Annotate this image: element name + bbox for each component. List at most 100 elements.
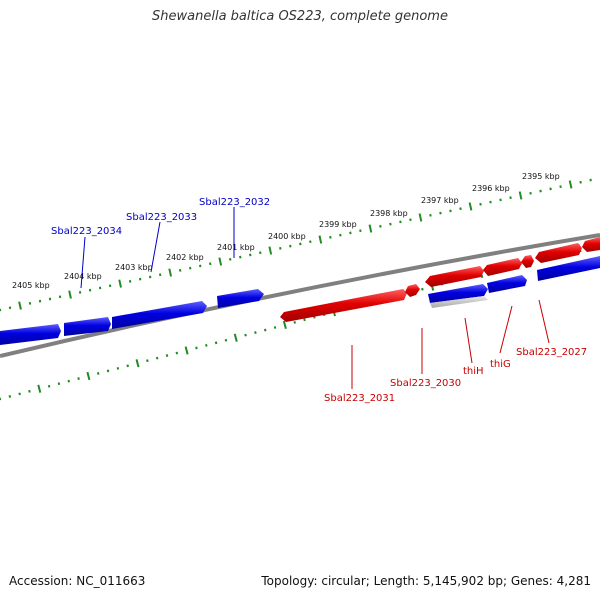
kbp-label-2398: 2398 kbp — [370, 209, 408, 218]
minor-tick — [47, 384, 51, 388]
gene-sbal223-2032[interactable] — [217, 289, 264, 308]
major-tick — [418, 213, 423, 222]
minor-tick — [158, 273, 162, 277]
reverse-strand-genes — [280, 237, 600, 322]
major-tick — [518, 191, 523, 200]
minor-tick — [439, 211, 442, 215]
minor-tick — [138, 277, 142, 281]
genome-backbone — [0, 233, 600, 358]
map-title: Shewanella baltica OS223, complete genom… — [152, 9, 448, 24]
gene-red-right[interactable] — [582, 237, 600, 252]
major-tick — [218, 257, 223, 266]
minor-tick — [539, 189, 542, 193]
minor-tick — [77, 377, 80, 380]
gene-labels: Sbal223_2032 Sbal223_2033 Sbal223_2034 S… — [51, 197, 587, 404]
minor-tick — [509, 196, 512, 200]
minor-tick — [339, 233, 342, 237]
minor-tick — [128, 279, 132, 283]
minor-tick — [108, 284, 112, 288]
major-tick — [18, 301, 22, 310]
minor-tick — [165, 354, 169, 357]
minor-tick — [208, 262, 212, 266]
minor-tick — [195, 346, 198, 350]
kbp-label-2395: 2395 kbp — [522, 172, 560, 181]
major-tick — [118, 279, 122, 288]
minor-tick — [126, 364, 129, 368]
kbp-label-2402: 2402 kbp — [166, 253, 204, 262]
minor-tick — [224, 338, 228, 342]
gene-blue-thiG-2[interactable] — [487, 275, 527, 293]
minor-tick — [205, 343, 208, 347]
major-tick — [233, 333, 238, 342]
minor-tick — [499, 198, 502, 202]
kbp-label-2403: 2403 kbp — [115, 263, 153, 272]
minor-tick — [409, 218, 412, 222]
major-tick — [68, 290, 72, 299]
gene-sbal223-2034[interactable] — [112, 301, 207, 329]
minor-tick — [178, 268, 182, 272]
minor-tick — [359, 229, 362, 233]
minor-tick — [98, 286, 102, 290]
minor-tick — [349, 231, 352, 235]
minor-tick — [175, 351, 179, 355]
minor-tick — [48, 297, 52, 301]
minor-tick — [379, 224, 382, 228]
minor-tick — [279, 246, 282, 250]
scale-labels: 2395 kbp 2396 kbp 2397 kbp 2398 kbp 2399… — [12, 172, 560, 290]
minor-tick — [229, 257, 232, 261]
minor-tick — [303, 318, 306, 322]
gene-blue-thiG[interactable] — [428, 284, 488, 303]
label-sbal223-2033: Sbal223_2033 — [126, 212, 197, 223]
gene-sbal223-2027[interactable] — [535, 243, 582, 263]
kbp-label-2397: 2397 kbp — [421, 196, 459, 205]
gene-sbal223-2030[interactable] — [425, 266, 484, 287]
minor-tick — [146, 359, 149, 363]
kbp-label-2399: 2399 kbp — [319, 220, 357, 229]
gene-blue-right[interactable] — [537, 256, 600, 281]
major-tick — [468, 202, 473, 211]
gene-blue-2[interactable] — [64, 317, 111, 336]
minor-tick — [549, 187, 552, 191]
minor-tick — [309, 240, 312, 244]
gene-thiG[interactable] — [521, 255, 534, 268]
minor-tick — [489, 200, 492, 204]
minor-tick — [239, 255, 242, 259]
minor-tick — [263, 328, 267, 332]
kbp-label-2400: 2400 kbp — [268, 232, 306, 241]
gene-red-small-1[interactable] — [405, 284, 420, 297]
minor-tick — [18, 392, 21, 396]
major-tick — [135, 359, 140, 368]
minor-tick — [449, 209, 452, 213]
minor-tick — [28, 302, 32, 305]
gene-thiH[interactable] — [483, 258, 522, 276]
minor-tick — [78, 290, 82, 294]
minor-tick — [421, 287, 424, 291]
gene-grey-thiH — [430, 296, 488, 308]
minor-tick — [459, 207, 462, 211]
minor-tick — [96, 372, 100, 375]
gene-sbal223-2031[interactable] — [280, 289, 407, 322]
minor-tick — [254, 331, 257, 335]
label-sbal223-2032: Sbal223_2032 — [199, 197, 270, 208]
minor-tick — [589, 178, 592, 182]
minor-tick — [148, 275, 152, 279]
accession-text: Accession: NC_011663 — [9, 574, 146, 588]
minor-tick — [273, 326, 277, 329]
kbp-label-2404: 2404 kbp — [64, 272, 102, 281]
major-tick — [368, 224, 373, 233]
minor-tick — [88, 288, 92, 292]
minor-tick — [249, 253, 252, 257]
minor-tick — [58, 295, 62, 299]
gene-blue-1[interactable] — [0, 324, 61, 345]
minor-tick — [8, 306, 12, 310]
topology-summary: Topology: circular; Length: 5,145,902 bp… — [261, 574, 591, 588]
minor-tick — [579, 180, 582, 184]
minor-tick — [529, 191, 532, 195]
label-sbal223-2027: Sbal223_2027 — [516, 347, 587, 358]
major-tick — [37, 384, 42, 393]
minor-tick — [28, 389, 31, 393]
minor-tick — [399, 220, 402, 224]
minor-tick — [198, 264, 202, 268]
label-thiH: thiH — [463, 366, 484, 377]
